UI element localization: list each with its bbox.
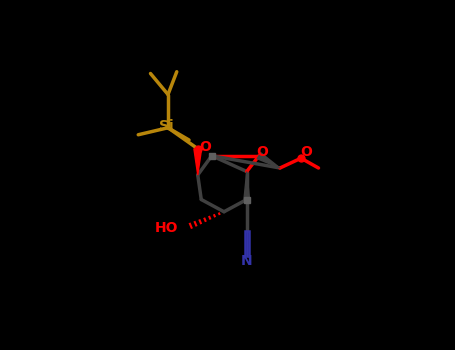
Text: HO: HO: [155, 220, 178, 234]
Text: N: N: [241, 254, 253, 268]
Polygon shape: [244, 172, 249, 200]
Text: O: O: [199, 140, 212, 154]
Text: Si: Si: [159, 119, 173, 133]
Text: O: O: [301, 145, 313, 159]
Polygon shape: [257, 153, 280, 168]
Text: O: O: [256, 145, 268, 159]
Polygon shape: [194, 149, 202, 175]
